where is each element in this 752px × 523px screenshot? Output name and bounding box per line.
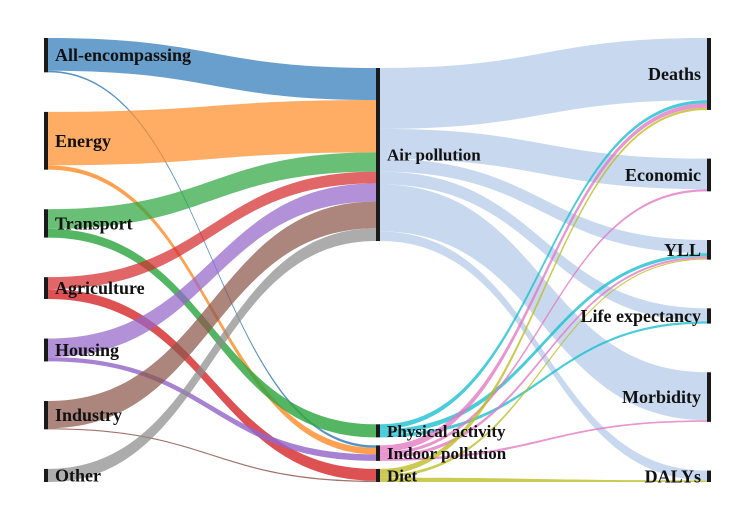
source-label-industry: Industry: [55, 405, 122, 425]
outcome-label-life: Life expectancy: [581, 306, 701, 326]
outcome-label-morbidity: Morbidity: [622, 387, 701, 407]
pathway-label-diet: Diet: [387, 466, 418, 485]
pathway-node-air: [376, 68, 380, 242]
link-air-yll: [380, 158, 707, 254]
link-physical-life: [380, 321, 707, 438]
source-label-housing: Housing: [55, 340, 119, 360]
sankey-links: [48, 38, 707, 482]
source-node-housing: [44, 338, 48, 362]
pathway-label-physical: Physical activity: [387, 422, 506, 441]
outcome-node-yll: [707, 240, 711, 260]
source-label-agriculture: Agriculture: [55, 278, 145, 298]
link-indoor-deaths: [380, 103, 707, 452]
source-node-all: [44, 38, 48, 73]
link-industry-air: [48, 201, 376, 429]
outcome-node-deaths: [707, 38, 711, 110]
link-all-air: [48, 38, 376, 101]
link-diet-deaths: [380, 107, 707, 475]
link-diet-yll: [380, 258, 707, 478]
link-air-deaths: [380, 38, 707, 129]
source-label-other: Other: [55, 465, 101, 485]
link-physical-deaths: [380, 100, 707, 430]
link-air-life: [380, 171, 707, 322]
link-energy-air: [48, 100, 376, 166]
source-node-energy: [44, 111, 48, 170]
outcome-node-morbidity: [707, 372, 711, 422]
link-other-air: [48, 228, 376, 482]
link-transport-physical: [48, 228, 376, 438]
outcome-label-deaths: Deaths: [648, 64, 701, 84]
link-transport-air: [48, 152, 376, 229]
link-agriculture-air: [48, 171, 376, 290]
source-node-industry: [44, 401, 48, 430]
pathway-label-air: Air pollution: [387, 146, 481, 165]
source-node-other: [44, 468, 48, 482]
sankey-nodes: [44, 38, 711, 482]
outcome-node-economic: [707, 158, 711, 192]
link-indoor-economic: [380, 189, 707, 456]
source-node-transport: [44, 209, 48, 238]
outcome-node-life: [707, 308, 711, 324]
pathway-node-indoor: [376, 445, 380, 461]
outcome-label-economic: Economic: [625, 165, 701, 185]
link-air-economic: [380, 128, 707, 190]
outcome-node-dalys: [707, 470, 711, 482]
pathway-node-physical: [376, 424, 380, 438]
link-physical-yll: [380, 253, 707, 435]
pathway-node-diet: [376, 468, 380, 482]
link-all-indoor: [48, 70, 376, 448]
outcome-label-dalys: DALYs: [645, 466, 701, 486]
link-air-morbidity: [380, 184, 707, 421]
source-label-all: All-encompassing: [55, 45, 191, 65]
link-agriculture-diet: [48, 289, 376, 481]
link-housing-air: [48, 183, 376, 358]
source-label-energy: Energy: [55, 131, 111, 151]
link-industry-diet: [48, 428, 376, 482]
source-label-transport: Transport: [55, 213, 133, 233]
source-node-agriculture: [44, 277, 48, 299]
link-indoor-morbidity: [380, 420, 707, 461]
link-indoor-yll: [380, 256, 707, 459]
link-diet-dalys: [380, 477, 707, 482]
sankey-labels: All-encompassing Energy Transport Agricultu…: [55, 45, 701, 486]
link-housing-indoor: [48, 357, 376, 461]
pathway-label-indoor: Indoor pollution: [387, 444, 507, 463]
outcome-label-yll: YLL: [664, 240, 701, 260]
